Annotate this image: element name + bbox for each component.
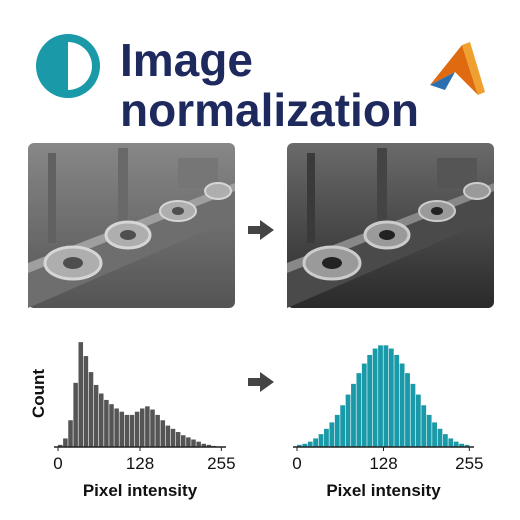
histogram-bar <box>68 420 73 447</box>
matlab-logo <box>430 42 485 95</box>
histogram-bar <box>191 439 196 447</box>
histogram-bar <box>345 394 351 447</box>
histogram-bar <box>93 384 99 447</box>
histogram-bar <box>150 409 155 447</box>
histogram-bar <box>356 373 362 447</box>
histogram-bar <box>186 437 191 447</box>
histogram-bar <box>109 404 114 447</box>
histogram-bar <box>201 443 207 447</box>
histogram-bar <box>83 356 89 447</box>
histogram-bar <box>453 441 459 447</box>
histogram-bar <box>181 435 186 447</box>
histogram-bar <box>459 443 464 447</box>
x-tick-label: 128 <box>369 454 397 473</box>
histogram-bar <box>324 428 329 447</box>
histogram-bar <box>421 405 427 447</box>
histogram-bar <box>297 444 302 447</box>
histogram-bar <box>329 422 335 447</box>
histogram-bar <box>378 345 383 447</box>
histogram-bar <box>383 345 389 447</box>
histogram-bar <box>124 414 130 447</box>
histogram-bar <box>170 428 176 447</box>
histogram-bar <box>334 414 340 447</box>
histogram-bar <box>155 414 160 447</box>
histogram-bar <box>175 432 181 447</box>
x-tick-label: 255 <box>455 454 483 473</box>
x-tick-label: 0 <box>53 454 62 473</box>
arrow <box>248 220 274 240</box>
title-line: Image <box>120 34 253 86</box>
x-axis-label: Pixel intensity <box>326 481 441 500</box>
histogram-bar <box>302 443 308 447</box>
histogram-bar <box>140 408 145 447</box>
histogram-bar <box>394 354 400 447</box>
histogram-bar <box>405 373 410 447</box>
photo-original <box>26 141 237 310</box>
histogram-bar <box>442 434 448 447</box>
histogram-bar <box>104 399 109 447</box>
histogram-bar <box>367 354 373 447</box>
histogram-bar <box>388 348 394 447</box>
histogram-bar <box>196 441 201 447</box>
histogram-bar <box>426 414 432 447</box>
photo-normalized <box>285 141 496 310</box>
histogram-bar <box>432 422 437 447</box>
y-axis-label: Count <box>29 369 48 418</box>
histogram-bar <box>129 414 135 447</box>
histogram-bar <box>307 441 313 447</box>
x-tick-label: 0 <box>292 454 301 473</box>
histogram-bar <box>351 383 356 447</box>
x-tick-label: 255 <box>207 454 235 473</box>
histogram-bar <box>99 393 104 447</box>
histogram-bar <box>340 405 346 447</box>
histogram-bar <box>437 428 443 447</box>
histogram-bar <box>399 363 405 447</box>
histogram-bar <box>464 444 470 447</box>
histogram-bar <box>410 383 416 447</box>
title-line: normalization <box>120 84 419 136</box>
logo-left <box>36 34 100 98</box>
histogram-bar <box>119 411 125 447</box>
arrow <box>248 372 274 392</box>
histogram-bar <box>415 394 421 447</box>
histogram-bar <box>145 406 150 447</box>
x-tick-label: 128 <box>126 454 154 473</box>
histogram-bar <box>165 425 171 447</box>
histogram-bar <box>313 438 319 447</box>
histogram-bar <box>372 348 378 447</box>
histogram-bar <box>114 408 119 447</box>
histogram-bar <box>134 411 140 447</box>
histogram-bar <box>63 438 68 447</box>
histogram-bar <box>448 438 454 447</box>
histogram-bar <box>73 382 78 447</box>
histogram-bar <box>88 372 94 447</box>
histogram-bar <box>58 444 63 447</box>
x-axis-label: Pixel intensity <box>83 481 198 500</box>
histogram-bar <box>361 363 367 447</box>
histogram-bar <box>318 434 324 447</box>
histogram-bar <box>78 342 84 447</box>
histogram-bar <box>206 444 212 447</box>
histogram-bar <box>160 420 166 447</box>
